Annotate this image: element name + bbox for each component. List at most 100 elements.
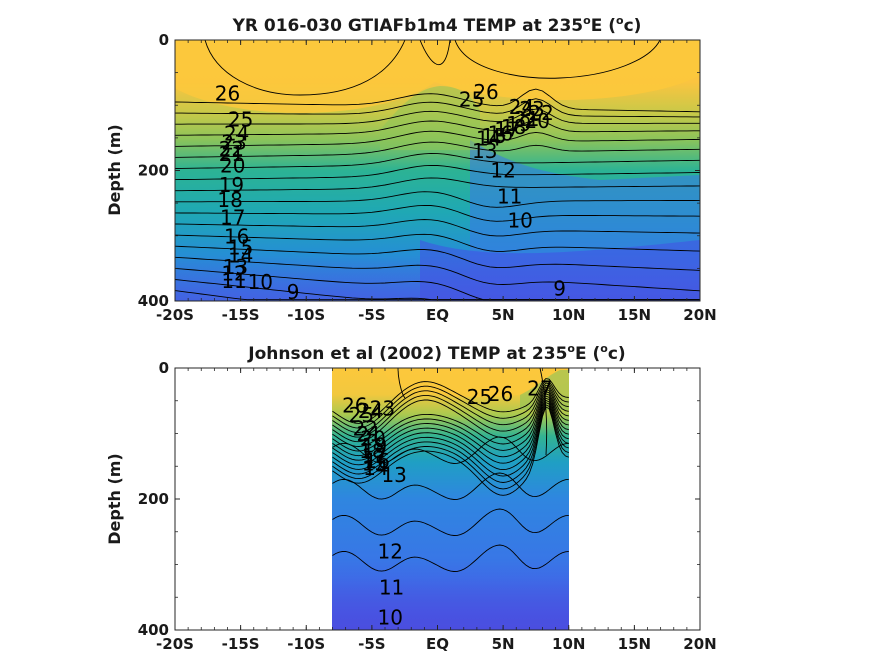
- panel-2-title: Johnson et al (2002) TEMP at 235oE (oc): [247, 342, 625, 364]
- panel-1-axes: -20S -15S -10S -5S EQ 5N 10N 15N 20N 0 200 400: [138, 31, 717, 324]
- y-tick-label: 400: [138, 621, 169, 639]
- contour-label: 25: [459, 87, 484, 111]
- isotherm: [332, 382, 569, 433]
- x-tick-label: 5N: [492, 635, 515, 653]
- panel-2-axes: -20S -15S -10S -5S EQ 5N 10N 15N 20N 0 200 400: [138, 359, 717, 653]
- isotherm: [175, 98, 700, 118]
- isotherm: [175, 108, 700, 125]
- isotherm: [332, 508, 569, 536]
- isotherm: [175, 119, 700, 136]
- contour-label: 20: [525, 109, 550, 133]
- panel-1: YR 016-030 GTIAFb1m4 TEMP at 235oE (oc) …: [105, 14, 717, 324]
- isotherm: [332, 388, 569, 447]
- contour-label: 25: [349, 403, 374, 427]
- panel-2-ylabel: Depth (m): [105, 453, 124, 545]
- isotherm: [175, 256, 700, 292]
- y-tick-label: 200: [138, 490, 169, 508]
- isotherm: [175, 219, 700, 237]
- isotherm: [332, 393, 569, 458]
- contour-label: 20: [220, 153, 245, 177]
- contour-label: 12: [378, 539, 403, 563]
- contour-label: 14: [228, 243, 253, 267]
- x-tick-label: -5S: [358, 306, 385, 324]
- contour-label: 22: [353, 416, 378, 440]
- panel-1-contour-lines: [175, 40, 700, 301]
- contour-label: 14: [363, 456, 388, 480]
- y-tick-label: 400: [138, 292, 169, 310]
- x-tick-label: 5N: [492, 306, 515, 324]
- isotherm: [332, 391, 569, 452]
- x-tick-label: -5S: [358, 635, 385, 653]
- isotherm: [175, 164, 700, 181]
- isotherm-surface: [397, 368, 406, 399]
- contour-label: 13: [223, 255, 248, 279]
- contour-label: 19: [362, 433, 387, 457]
- isotherm: [332, 378, 569, 424]
- contour-label: 10: [507, 209, 532, 233]
- contour-label: 26: [215, 82, 240, 106]
- x-tick-label: -20S: [156, 635, 194, 653]
- contour-label: 14: [476, 127, 501, 151]
- isotherm: [332, 380, 569, 429]
- isotherm: [175, 141, 700, 158]
- contour-label: 17: [362, 444, 387, 468]
- contour-label: 25: [228, 108, 253, 132]
- isotherm: [332, 395, 569, 464]
- contour-label: 18: [217, 188, 242, 212]
- x-tick-label: -20S: [156, 306, 194, 324]
- isotherm: [175, 130, 700, 147]
- contour-label: 22: [528, 101, 553, 125]
- x-tick-label: 10N: [552, 306, 585, 324]
- isotherm: [175, 88, 700, 113]
- isotherm: [175, 233, 700, 252]
- contour-label: 9: [553, 277, 566, 301]
- contour-label: 22: [219, 137, 244, 161]
- contour-label: 23: [370, 397, 395, 421]
- isotherm-warm-south: [204, 40, 406, 96]
- isotherm: [332, 472, 569, 500]
- contour-label: 26: [488, 382, 513, 406]
- contour-label: 11: [379, 575, 404, 599]
- isotherm: [175, 152, 700, 169]
- isotherm: [175, 204, 700, 222]
- isotherm-warm-north: [454, 40, 661, 79]
- contour-label: 11: [497, 185, 522, 209]
- panel-2: Johnson et al (2002) TEMP at 235oE (oc) …: [105, 342, 717, 653]
- contour-label: 15: [228, 235, 253, 259]
- contour-label: 25: [467, 385, 492, 409]
- contour-label: 26: [342, 393, 367, 417]
- contour-label: 17: [494, 117, 519, 141]
- isotherm: [175, 245, 700, 271]
- contour-label: 24: [509, 95, 534, 119]
- contour-label: 26: [473, 80, 498, 104]
- contour-label: 12: [221, 262, 246, 286]
- contour-label: 21: [514, 107, 539, 131]
- isotherm: [332, 384, 569, 438]
- contour-label: 15: [481, 124, 506, 148]
- contour-label: 23: [221, 130, 246, 154]
- contour-label: 20: [360, 427, 385, 451]
- contour-label: 13: [381, 463, 406, 487]
- contour-label: 17: [220, 205, 245, 229]
- contour-label: 16: [224, 224, 249, 248]
- contour-label: 24: [224, 121, 249, 145]
- contour-label: 18: [359, 439, 384, 463]
- contour-label: 21: [219, 142, 244, 166]
- contour-label: 11: [221, 269, 246, 293]
- isotherm: [332, 399, 569, 477]
- contour-label: 19: [219, 173, 244, 197]
- contour-label: 24: [358, 399, 383, 423]
- isotherm-front: [539, 368, 548, 456]
- contour-label: 16: [488, 121, 513, 145]
- contour-label: 9: [287, 280, 300, 304]
- x-tick-label: -15S: [222, 306, 260, 324]
- contour-label: 10: [248, 270, 273, 294]
- contour-label: 27: [527, 376, 552, 400]
- contour-label: 23: [519, 97, 544, 121]
- x-tick-label: -15S: [222, 635, 260, 653]
